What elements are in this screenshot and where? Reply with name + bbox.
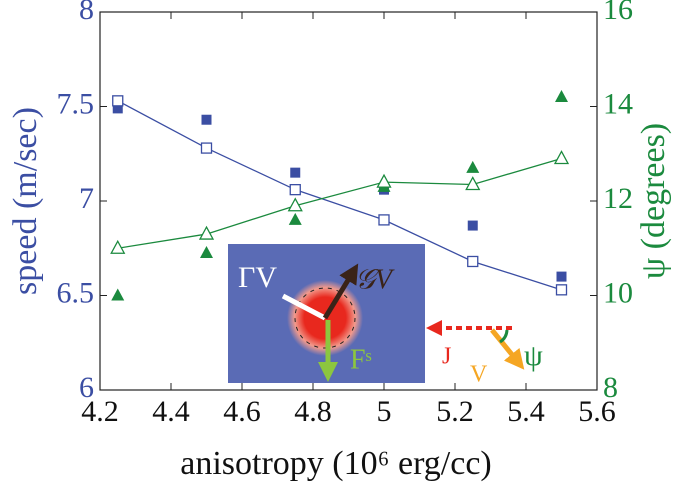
inset-label: V xyxy=(470,362,488,388)
x-tick-label: 5 xyxy=(377,395,392,428)
x-tick-label: 5.2 xyxy=(436,395,474,428)
y2-tick-label: 14 xyxy=(603,87,633,120)
marker xyxy=(111,288,125,301)
y2-tick-label: 12 xyxy=(603,182,633,215)
marker xyxy=(376,173,392,188)
y-tick-label: 6 xyxy=(79,371,94,404)
x-tick-label: 4.4 xyxy=(152,395,190,428)
vortex-field xyxy=(294,287,356,349)
psi-arc xyxy=(499,329,509,344)
marker xyxy=(112,103,123,114)
marker xyxy=(200,245,213,258)
series-line xyxy=(117,100,562,291)
y2-tick-label: 8 xyxy=(603,371,618,404)
y-tick-label: 7 xyxy=(79,182,94,215)
inset-label: J xyxy=(442,344,451,370)
inset-label: ψ xyxy=(524,339,543,372)
y-tick-label: 8 xyxy=(79,0,94,26)
marker xyxy=(556,271,567,282)
y2-axis-label: ψ (degrees) xyxy=(635,123,672,279)
marker xyxy=(288,212,302,225)
inset-label: 𝒢V xyxy=(355,264,395,295)
x-tick-label: 5.6 xyxy=(578,395,616,428)
series-line xyxy=(117,157,562,249)
marker xyxy=(112,95,124,107)
y2-tick-label: 10 xyxy=(603,276,633,309)
marker xyxy=(465,176,481,191)
marker xyxy=(198,225,215,240)
marker xyxy=(555,284,568,296)
marker xyxy=(287,197,303,212)
marker xyxy=(553,150,570,165)
marker xyxy=(290,167,301,178)
y-axis-label: speed (m/sec) xyxy=(7,107,44,295)
x-tick-label: 4.8 xyxy=(294,395,332,428)
inset: ΓV 𝒢V Fˢ J V ψ xyxy=(228,244,543,388)
marker xyxy=(467,255,479,268)
inset-label: ΓV xyxy=(238,261,277,294)
marker xyxy=(467,220,478,231)
y-tick-label: 6.5 xyxy=(57,276,95,309)
gamma-v-arrow xyxy=(281,293,327,321)
x-tick-label: 4.2 xyxy=(81,395,119,428)
marker xyxy=(466,160,480,173)
inset-label: Fˢ xyxy=(350,344,372,375)
x-axis-label: anisotropy (10⁶ erg/cc) xyxy=(180,445,491,482)
x-tick-label: 4.6 xyxy=(223,395,261,428)
marker xyxy=(110,239,126,254)
x-tick-label: 5.4 xyxy=(507,395,545,428)
marker xyxy=(201,114,212,125)
g-v-arrow xyxy=(322,263,359,320)
y-tick-label: 7.5 xyxy=(57,87,95,120)
v-arrow xyxy=(490,328,525,370)
y2-tick-label: 16 xyxy=(603,0,633,26)
marker xyxy=(378,214,390,226)
marker xyxy=(555,90,568,103)
marker xyxy=(200,142,213,154)
marker xyxy=(289,184,301,196)
